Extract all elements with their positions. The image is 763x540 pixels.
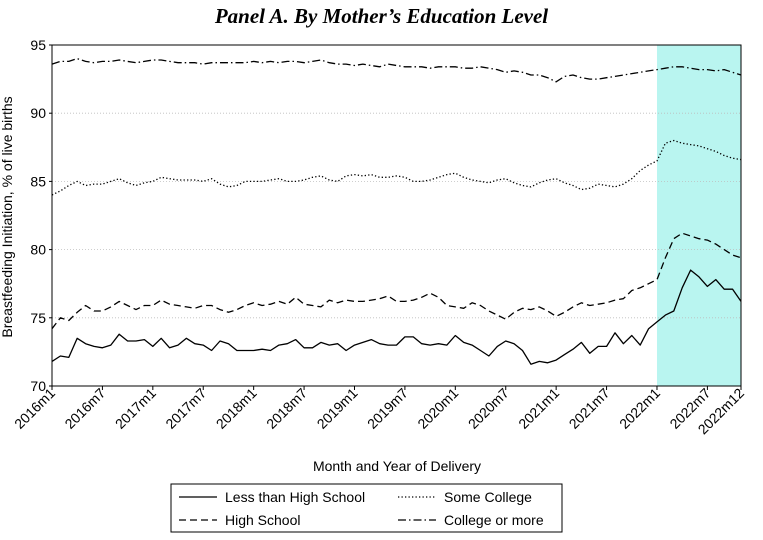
series-line-solid <box>51 269 742 365</box>
x-tick-label: 2021m7 <box>566 385 613 432</box>
legend-box <box>170 483 563 533</box>
grid-layer <box>49 44 741 387</box>
legend-label: Less than High School <box>225 489 365 505</box>
y-tick-label: 90 <box>30 105 46 121</box>
highlight-region <box>656 45 741 386</box>
x-tick-label: 2019m1 <box>314 385 361 432</box>
legend: Less than High School High School Some Col… <box>170 483 563 533</box>
plot-frame <box>51 44 742 387</box>
y-tick-label: 80 <box>30 242 46 258</box>
axis-layer <box>51 44 742 390</box>
y-tick-label: 85 <box>30 173 46 189</box>
x-tick-label: 2016m7 <box>61 385 108 432</box>
series-line-dashed <box>51 232 742 330</box>
y-tick-label: 75 <box>30 310 46 326</box>
y-axis-label: Breastfeeding Initiation, % of live birt… <box>0 96 15 337</box>
x-tick-label: 2020m7 <box>465 385 512 432</box>
y-tick-labels: 95 90 85 80 75 70 <box>30 37 46 394</box>
x-tick-label: 2017m7 <box>162 385 209 432</box>
x-tick-label: 2020m1 <box>414 385 461 432</box>
x-tick-label: 2021m1 <box>515 385 562 432</box>
highlight-region-layer <box>656 45 741 386</box>
x-tick-labels: 2016m1 2016m7 2017m1 2017m7 2018m1 2018m7 2019… <box>11 385 747 438</box>
legend-items: Less than High School High School Some Col… <box>179 489 544 528</box>
series-line-dotted <box>51 139 742 196</box>
legend-label: High School <box>225 512 301 528</box>
x-axis-label: Month and Year of Delivery <box>313 458 481 474</box>
x-tick-label: 2018m1 <box>213 385 260 432</box>
x-tick-label: 2022m1 <box>616 385 663 432</box>
legend-label: Some College <box>444 489 532 505</box>
legend-label: College or more <box>444 512 544 528</box>
y-tick-label: 95 <box>30 37 46 53</box>
x-tick-label: 2018m7 <box>263 385 310 432</box>
x-tick-label: 2017m1 <box>112 385 159 432</box>
series-layer <box>51 57 742 365</box>
series-line-dashdot <box>51 57 742 83</box>
x-tick-label: 2019m7 <box>364 385 411 432</box>
chart-title: Panel A. By Mother’s Education Level <box>214 4 549 28</box>
y-tick-label: 70 <box>30 378 46 394</box>
